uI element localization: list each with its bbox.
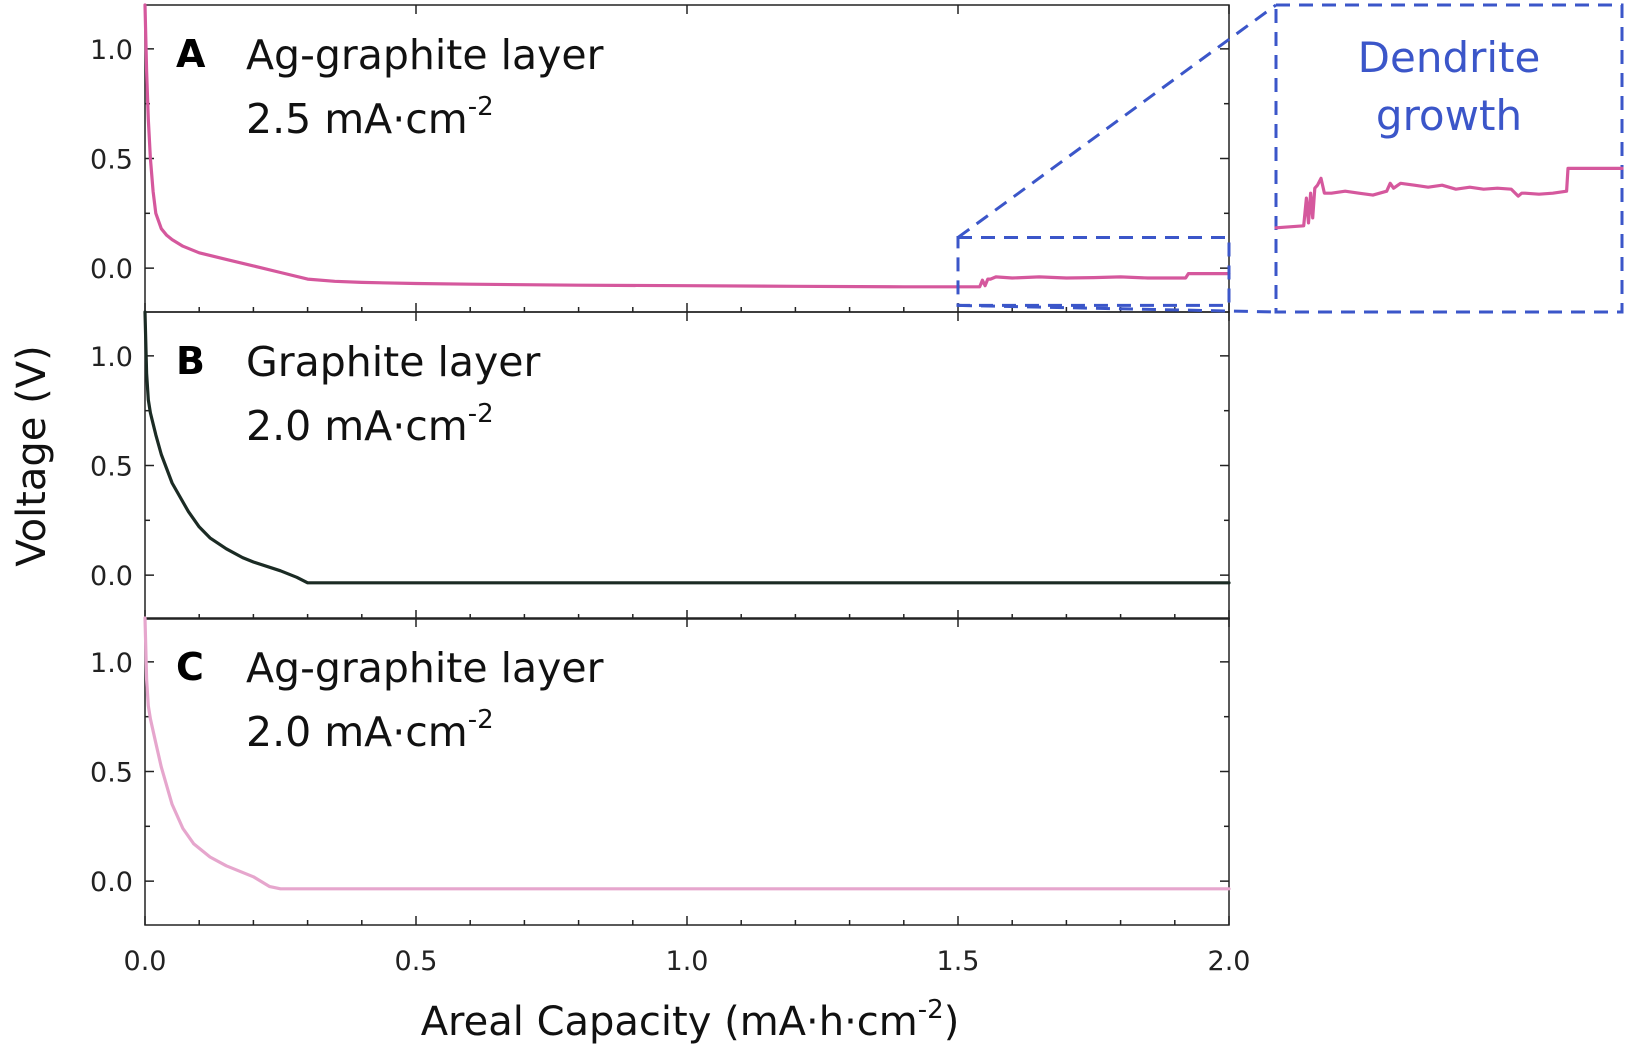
panel-a: 0.0 0.5 1.0 A Ag-graphite layer 2.5 mA·cm-2 <box>90 3 1231 313</box>
y-tick-label: 0.0 <box>90 561 133 592</box>
x-axis-title-end: ) <box>944 999 960 1045</box>
x-tick-labels: 0.0 0.5 1.0 1.5 2.0 <box>124 946 1251 977</box>
x-tick-label: 0.0 <box>124 946 167 977</box>
inset-series-line <box>1274 166 1624 230</box>
x-axis-title-superscript: -2 <box>918 995 944 1025</box>
zoom-callout <box>956 3 1277 314</box>
y-tick-label: 1.0 <box>90 342 133 373</box>
callout-line-bottom <box>957 303 1277 314</box>
inset-title-line2: growth <box>1376 91 1522 140</box>
series-line-a <box>143 3 1231 289</box>
y-tick-label: 0.5 <box>90 758 133 789</box>
y-tick-label: 0.5 <box>90 452 133 483</box>
panel-rate: 2.5 mA·cm-2 <box>246 92 494 143</box>
callout-line-top <box>957 3 1277 239</box>
panel-letter: C <box>176 645 204 689</box>
series-line-b <box>143 310 1231 585</box>
rate-superscript: -2 <box>468 705 494 735</box>
y-tick-label: 1.0 <box>90 35 133 66</box>
panel-label: Graphite layer <box>246 338 540 386</box>
series-line-c <box>143 616 1231 891</box>
panel-rate: 2.0 mA·cm-2 <box>246 399 494 450</box>
y-tick-label: 0.0 <box>90 867 133 898</box>
inset-group: Dendrite growth <box>1274 3 1624 314</box>
x-tick-label: 2.0 <box>1208 946 1251 977</box>
y-axis-title: Voltage (V) <box>9 345 55 566</box>
rate-superscript: -2 <box>468 399 494 429</box>
panel-rate: 2.0 mA·cm-2 <box>246 705 494 756</box>
panel-b: 0.0 0.5 1.0 B Graphite layer 2.0 mA·cm-2 <box>90 310 1231 620</box>
panel-c: 0.0 0.5 1.0 C Ag-graphite layer 2.0 mA·cm-2 <box>90 616 1231 926</box>
inset-box <box>1274 3 1624 314</box>
x-tick-label: 0.5 <box>395 946 438 977</box>
inset-title-line1: Dendrite <box>1358 33 1541 82</box>
y-tick-label: 1.0 <box>90 648 133 679</box>
y-tick-label: 0.0 <box>90 254 133 285</box>
y-tick-label: 0.5 <box>90 145 133 176</box>
panel-label: Ag-graphite layer <box>246 644 604 692</box>
rate-superscript: -2 <box>468 92 494 122</box>
panel-letter: A <box>176 32 206 76</box>
zoom-region-box <box>956 235 1231 307</box>
x-tick-label: 1.0 <box>666 946 709 977</box>
x-tick-label: 1.5 <box>937 946 980 977</box>
panel-letter: B <box>176 339 205 383</box>
x-axis-title: Areal Capacity (mA·h·cm-2) <box>421 995 960 1045</box>
panel-label: Ag-graphite layer <box>246 31 604 79</box>
